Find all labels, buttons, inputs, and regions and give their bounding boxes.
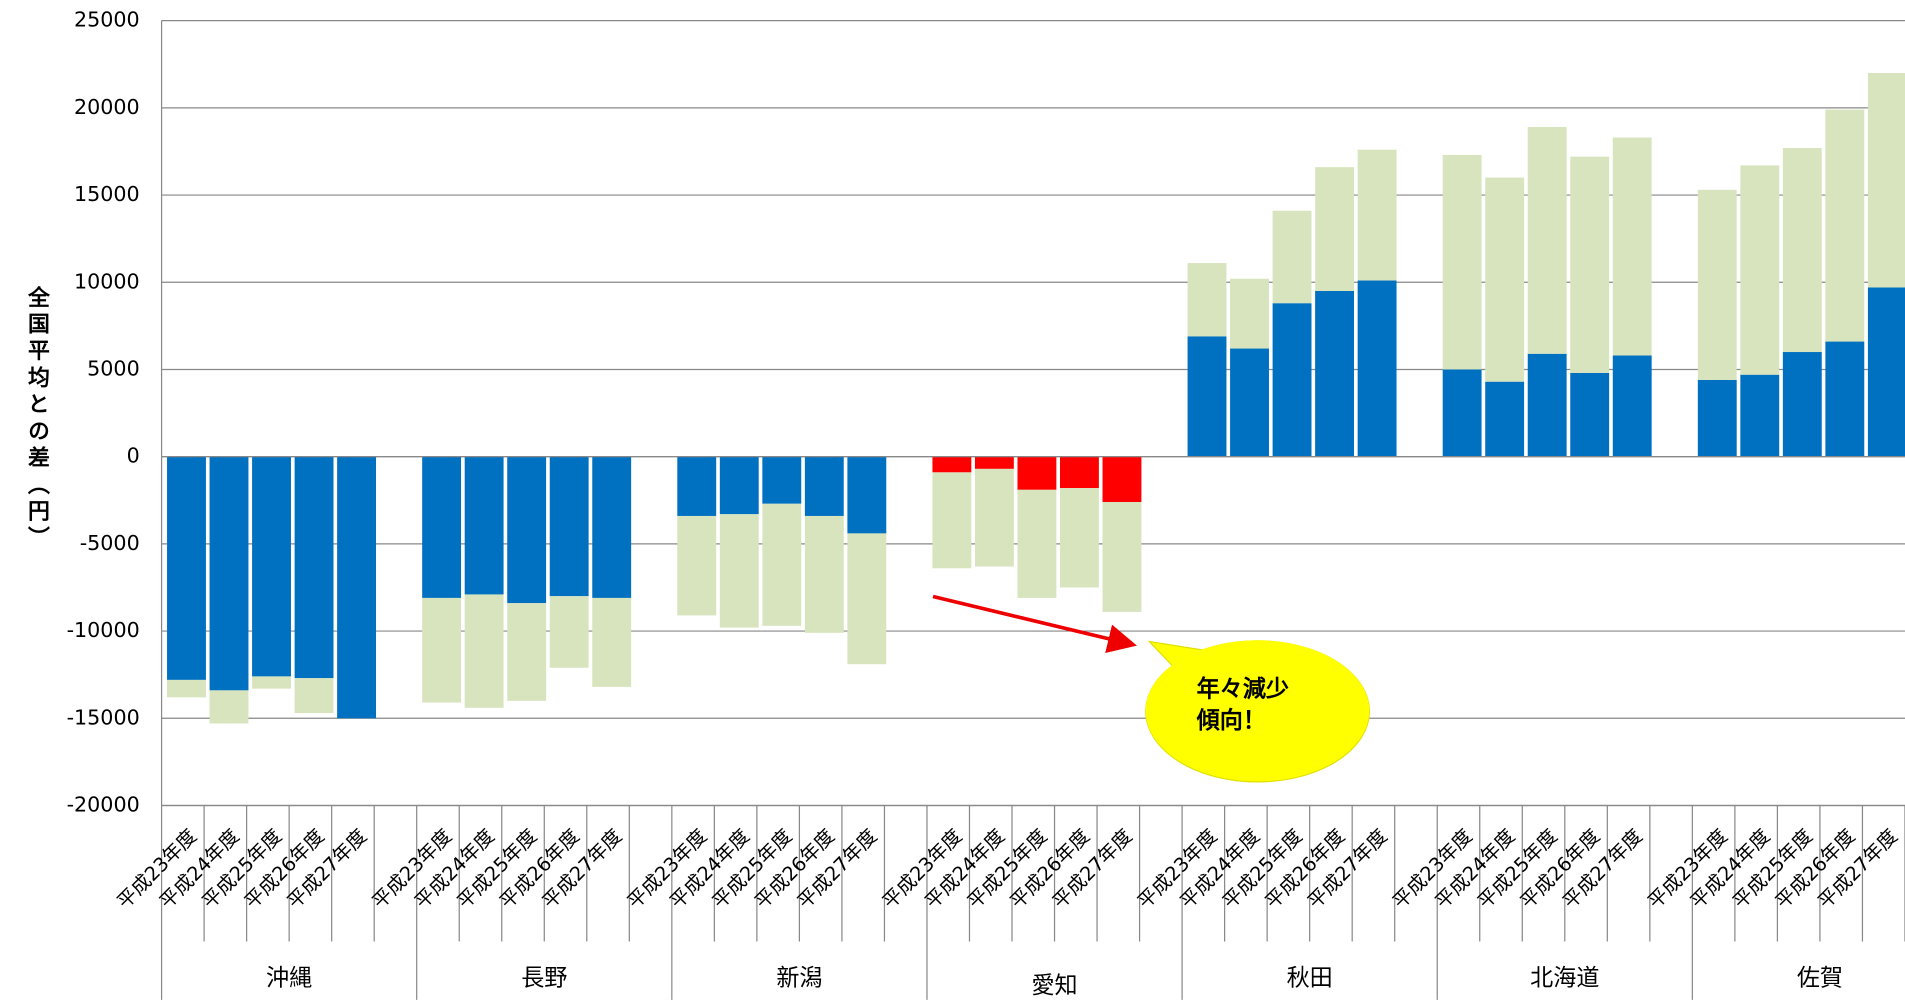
bar-segment <box>507 603 547 701</box>
bar-segment <box>847 533 887 665</box>
bar-segment <box>804 515 844 633</box>
bar-segment <box>464 594 504 708</box>
bar-segment <box>1612 137 1652 356</box>
bar-segment <box>1527 353 1567 457</box>
bar-segment <box>1442 369 1482 457</box>
callout <box>1145 640 1370 782</box>
bar-segment <box>1272 303 1312 457</box>
bar-segment <box>507 456 547 604</box>
bar-segment <box>1612 355 1652 457</box>
y-tick-label: 0 <box>127 444 140 468</box>
bar-segment <box>1315 167 1355 291</box>
bar-segment <box>719 514 759 628</box>
bar-segment <box>804 456 844 516</box>
bar-segment <box>1527 127 1567 354</box>
bar-segment <box>974 456 1014 469</box>
bar-segment <box>1570 372 1610 457</box>
y-tick-label: -5000 <box>80 531 140 555</box>
bar-segment <box>932 456 972 473</box>
bar-segment <box>1017 489 1057 598</box>
bar-segment <box>1697 189 1737 380</box>
bar-segment <box>974 468 1014 567</box>
bar-segment <box>1825 109 1865 342</box>
bar-segment <box>167 456 206 680</box>
bar-segment <box>1867 287 1905 457</box>
y-tick-label: -15000 <box>67 705 140 729</box>
bar-segment <box>1102 456 1142 503</box>
bar-segment <box>1867 72 1905 288</box>
bar-segment <box>847 456 887 534</box>
bar-segment <box>1230 348 1269 457</box>
bar-segment <box>677 456 717 516</box>
bar-segment <box>1485 381 1525 457</box>
annotation-text: 傾向！ <box>1196 707 1266 734</box>
bar-segment <box>1230 278 1269 349</box>
bar-segment <box>422 597 462 703</box>
group-label: 秋田 <box>1287 966 1333 992</box>
group-label: 長野 <box>521 966 567 992</box>
bar-segment <box>1570 156 1610 373</box>
bar-segment <box>294 456 334 679</box>
bar-segment <box>1697 379 1737 457</box>
bar-segment <box>1357 280 1397 457</box>
y-tick-label: 25000 <box>74 8 140 32</box>
bar-segment <box>294 678 334 714</box>
bar-segment <box>677 515 717 616</box>
bar-segment <box>167 679 206 698</box>
y-tick-label: -20000 <box>67 792 140 816</box>
group-label: 愛知 <box>1031 973 1077 999</box>
bar-segment <box>1357 149 1397 281</box>
bar-segment <box>252 676 291 689</box>
bar-segment <box>337 456 377 719</box>
bar-segment <box>1825 341 1865 457</box>
bar-segment <box>464 456 504 595</box>
bar-segment <box>1187 336 1227 457</box>
annotation-text: 年々減少 <box>1197 676 1289 703</box>
bar-segment <box>1060 456 1099 489</box>
bar-segment <box>252 456 291 677</box>
y-axis-label: 全国平均との差（円） <box>24 285 50 553</box>
bar-segment <box>1782 352 1822 457</box>
y-tick-label: 5000 <box>87 356 140 380</box>
y-tick-label: 20000 <box>74 95 140 119</box>
bar-segment <box>209 456 249 691</box>
bar-segment <box>1782 147 1822 353</box>
bar-segment <box>1315 290 1355 457</box>
group-label: 佐賀 <box>1797 966 1843 992</box>
bar-segment <box>1017 456 1057 490</box>
bar-segment <box>762 503 802 626</box>
annotation-arrow <box>932 594 1137 653</box>
y-tick-label: 15000 <box>74 182 140 206</box>
y-tick-label: 10000 <box>74 269 140 293</box>
group-label: 新潟 <box>776 966 822 992</box>
bar-segment <box>422 456 462 598</box>
bar-segment <box>1060 488 1099 588</box>
bar-segment <box>1485 177 1525 382</box>
y-tick-label: -10000 <box>67 618 140 642</box>
bar-segment <box>209 690 249 724</box>
bar-segment <box>1740 165 1780 375</box>
bar-segment <box>1102 502 1142 612</box>
group-label: 北海道 <box>1530 966 1599 992</box>
bar-segment <box>1187 263 1227 337</box>
bar-segment <box>592 597 632 687</box>
bar-segment <box>1740 374 1780 457</box>
group-label: 沖縄 <box>266 966 312 992</box>
bar-segment <box>549 596 589 668</box>
bar-segment <box>1272 210 1312 304</box>
bar-segment <box>549 456 589 597</box>
bar-segment <box>719 456 759 515</box>
plot-root: 全国平均との差（円） -20000 -15000 -10000 -5000 0 5000 1… <box>24 8 1905 1000</box>
bar-segment <box>1442 154 1482 370</box>
bar-segment <box>592 456 632 598</box>
bar-segment <box>762 456 802 504</box>
bar-segment <box>932 472 972 569</box>
